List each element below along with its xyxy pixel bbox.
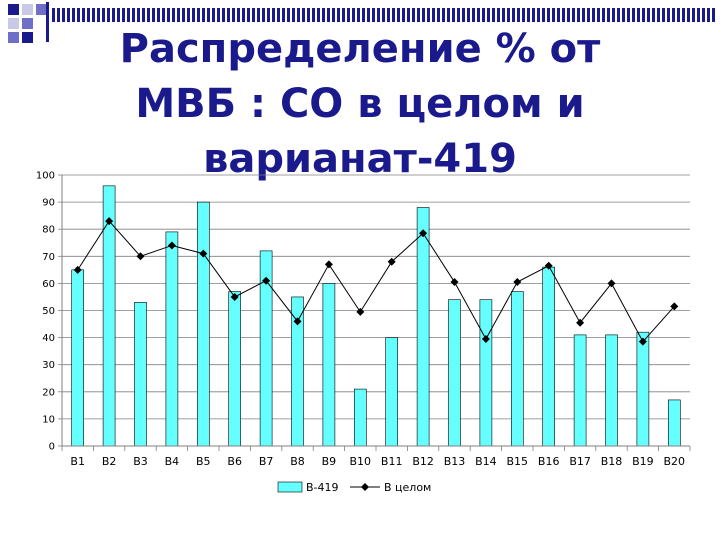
y-tick-label: 0 [49,442,55,453]
y-tick-label: 30 [42,360,55,371]
bar [636,331,650,447]
bar [605,334,618,447]
x-tick-label: В1 [70,455,85,468]
axes-layer: 0 10 20 30 40 50 60 70 80 90 100 В1 В2 В3 В4 В5 В6 В7 В8 В9… [36,171,691,468]
x-tick-label: В11 [381,455,403,468]
y-tick-label: 100 [36,171,55,182]
x-tick-label: В16 [538,455,560,468]
line-point-marker [199,249,208,258]
x-tick-label: В20 [664,455,686,468]
line-point-marker [230,292,239,301]
line-point-marker [638,337,647,346]
bar [71,269,84,447]
x-tick-label: В13 [444,455,466,468]
legend-diamond-marker [361,483,369,491]
bar [322,283,336,447]
line-point-marker [73,265,82,274]
line-point-marker [387,257,396,266]
line-layer [73,217,679,346]
line-point-marker [293,317,302,326]
bar [165,231,179,447]
bar [448,299,461,447]
bar [353,388,367,447]
header-stripe-bar [52,8,716,22]
y-tick-label: 10 [42,414,55,425]
line-point-marker [105,217,114,226]
bar [667,399,681,447]
x-tick-label: В19 [632,455,654,468]
title-line-1: Распределение % от [119,26,601,72]
legend: В-419 В целом [277,481,431,494]
bar [573,334,587,447]
title-line-3: варианат-419 [203,136,517,182]
x-tick-label: В4 [165,455,180,468]
corner-square-6 [22,32,33,43]
corner-vertical-bar [46,2,49,42]
corner-square-3 [36,4,47,15]
line-point-marker [513,278,522,287]
line-point-marker [576,318,585,327]
x-tick-label: В7 [259,455,274,468]
line-point-marker [607,279,616,288]
x-tick-label: В3 [133,455,148,468]
line-point-marker [262,276,271,285]
y-tick-label: 20 [42,387,55,398]
x-tick-label: В18 [601,455,623,468]
corner-square-4 [8,18,19,29]
title-line-2: МВБ : СО в целом и [135,81,585,127]
grid-layer [62,174,690,420]
x-tick-label: В17 [569,455,591,468]
bar [385,337,399,447]
x-tick-label: В12 [412,455,434,468]
x-tick-label: В6 [227,455,242,468]
line-point-marker [481,334,490,343]
x-tick-label: В15 [507,455,529,468]
y-tick-label: 40 [42,333,55,344]
legend-line-label: В целом [384,481,431,494]
x-tick-label: В2 [102,455,117,468]
slide-title: Распределение % от МВБ : СО в целом и ва… [60,22,660,187]
line-point-marker [450,278,459,287]
corner-square-2 [22,4,33,15]
x-tick-label: В14 [475,455,497,468]
bar [510,291,524,447]
line-point-marker [136,252,145,261]
x-tick-label: В8 [290,455,305,468]
legend-bar-swatch [277,481,303,493]
bar [542,266,556,447]
line-series [77,220,675,343]
bar [197,201,210,447]
x-tick-label: В9 [322,455,337,468]
corner-square-1 [8,4,19,15]
line-point-marker [324,260,333,269]
bar [479,299,493,447]
x-tick-label: В5 [196,455,211,468]
line-point-marker [356,307,365,316]
y-tick-label: 80 [42,225,55,236]
bar [228,291,241,447]
bars-layer [71,185,681,447]
line-point-marker [419,229,428,238]
x-tick-label: В10 [350,455,372,468]
corner-square-7 [8,32,19,43]
line-point-marker [167,241,176,250]
corner-square-5 [22,18,33,29]
line-point-marker [670,302,679,311]
bar [134,302,147,447]
y-tick-label: 70 [42,252,55,263]
y-tick-label: 90 [42,198,55,209]
legend-bar-label: В-419 [306,481,339,494]
y-tick-label: 50 [42,306,55,317]
y-tick-label: 60 [42,279,55,290]
line-point-marker [544,261,553,270]
bar [416,207,430,447]
